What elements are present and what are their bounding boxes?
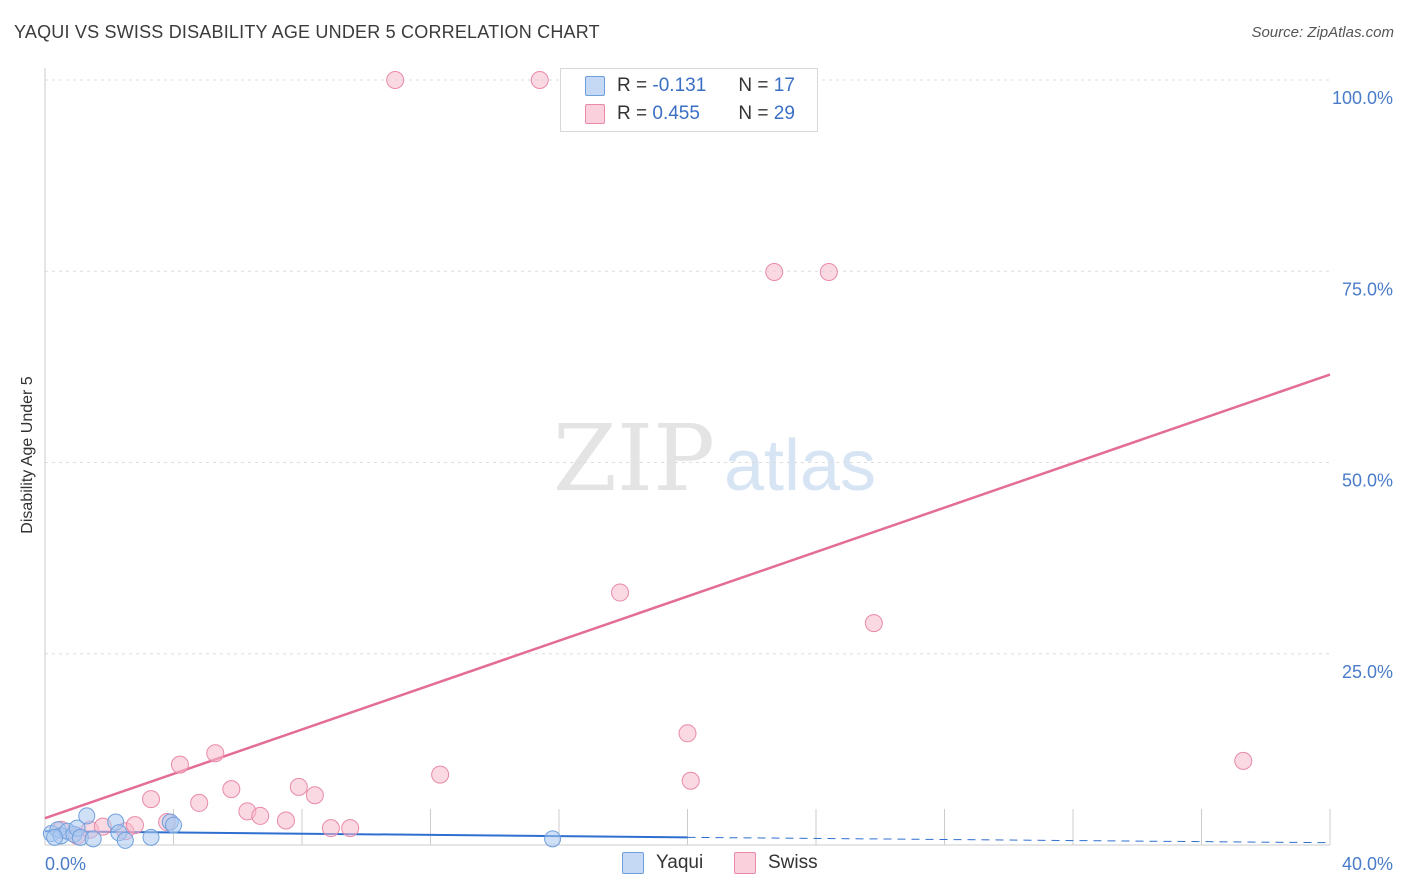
swiss-point bbox=[864, 614, 883, 633]
legend-r-value: -0.131 bbox=[652, 75, 707, 96]
swiss-point bbox=[819, 263, 838, 282]
yaqui-point bbox=[46, 828, 64, 846]
legend-n-label: N = bbox=[738, 103, 769, 124]
swiss-point bbox=[125, 816, 144, 835]
legend-n-value: 29 bbox=[773, 103, 795, 124]
swiss-point bbox=[321, 819, 340, 838]
swiss-point bbox=[251, 806, 270, 825]
legend-swiss-label: Swiss bbox=[768, 852, 818, 873]
yaqui-point bbox=[78, 807, 96, 825]
watermark: ZIP atlas bbox=[553, 405, 876, 512]
source-credit: Source: ZipAtlas.com bbox=[1251, 24, 1394, 41]
swiss-point bbox=[611, 583, 630, 602]
yaqui-point bbox=[142, 828, 160, 846]
x-tick-label: 40.0% bbox=[1342, 854, 1393, 874]
legend-r-label: R = bbox=[617, 103, 648, 124]
yaqui-point bbox=[544, 830, 562, 848]
swiss-point bbox=[170, 755, 189, 774]
watermark-atlas: atlas bbox=[724, 426, 876, 506]
swiss-point bbox=[678, 724, 697, 743]
legend-n-value: 17 bbox=[773, 75, 795, 96]
legend-row-yaqui: R = -0.131 N = 17 bbox=[585, 72, 795, 100]
legend-row-swiss: R = 0.455 N = 29 bbox=[585, 100, 795, 128]
legend-r-label: R = bbox=[617, 75, 648, 96]
swiss-point bbox=[289, 777, 308, 796]
swiss-point bbox=[142, 790, 161, 809]
axes bbox=[44, 68, 1331, 846]
watermark-zip: ZIP bbox=[553, 405, 715, 512]
y-tick-label: 75.0% bbox=[1342, 279, 1393, 299]
swiss-point bbox=[681, 771, 700, 790]
swiss-point bbox=[341, 819, 360, 838]
yaqui-trend-extension bbox=[687, 836, 1331, 844]
swiss-point bbox=[206, 744, 225, 763]
stats-legend: R = -0.131 N = 17 R = 0.455 N = 29 bbox=[560, 68, 818, 132]
tick-labels: 25.0% 50.0% 75.0% 100.0% 0.0% 40.0% bbox=[45, 88, 1393, 874]
swiss-swatch bbox=[585, 104, 605, 124]
yaqui-trend-line bbox=[44, 830, 688, 839]
swiss-point bbox=[222, 780, 241, 799]
yaqui-swatch bbox=[585, 76, 605, 96]
y-tick-label: 25.0% bbox=[1342, 662, 1393, 682]
yaqui-point bbox=[165, 816, 182, 834]
chart-title: YAQUI VS SWISS DISABILITY AGE UNDER 5 CO… bbox=[14, 22, 600, 42]
swiss-point bbox=[276, 811, 295, 830]
series-legend: Yaqui Swiss bbox=[0, 852, 1406, 878]
swiss-point bbox=[1234, 751, 1253, 770]
swiss-point bbox=[190, 793, 209, 812]
legend-item-yaqui: Yaqui bbox=[622, 852, 703, 874]
legend-n-label: N = bbox=[738, 75, 769, 96]
swiss-point bbox=[305, 786, 324, 805]
swiss-point bbox=[386, 71, 405, 89]
data-points bbox=[42, 71, 1253, 849]
yaqui-point bbox=[116, 831, 134, 849]
x-tick-label: 0.0% bbox=[45, 854, 86, 874]
legend-yaqui-label: Yaqui bbox=[656, 852, 704, 873]
swiss-point bbox=[765, 263, 784, 282]
grid bbox=[45, 79, 1330, 655]
yaqui-legend-swatch bbox=[622, 852, 644, 874]
swiss-legend-swatch bbox=[734, 852, 756, 874]
legend-item-swiss: Swiss bbox=[734, 852, 818, 874]
yaqui-point bbox=[84, 830, 102, 848]
swiss-trend-line bbox=[44, 373, 1331, 820]
swiss-point bbox=[431, 765, 450, 784]
y-tick-label: 100.0% bbox=[1332, 88, 1393, 108]
legend-r-value: 0.455 bbox=[652, 103, 700, 124]
y-tick-label: 50.0% bbox=[1342, 471, 1393, 491]
swiss-point bbox=[530, 71, 549, 89]
